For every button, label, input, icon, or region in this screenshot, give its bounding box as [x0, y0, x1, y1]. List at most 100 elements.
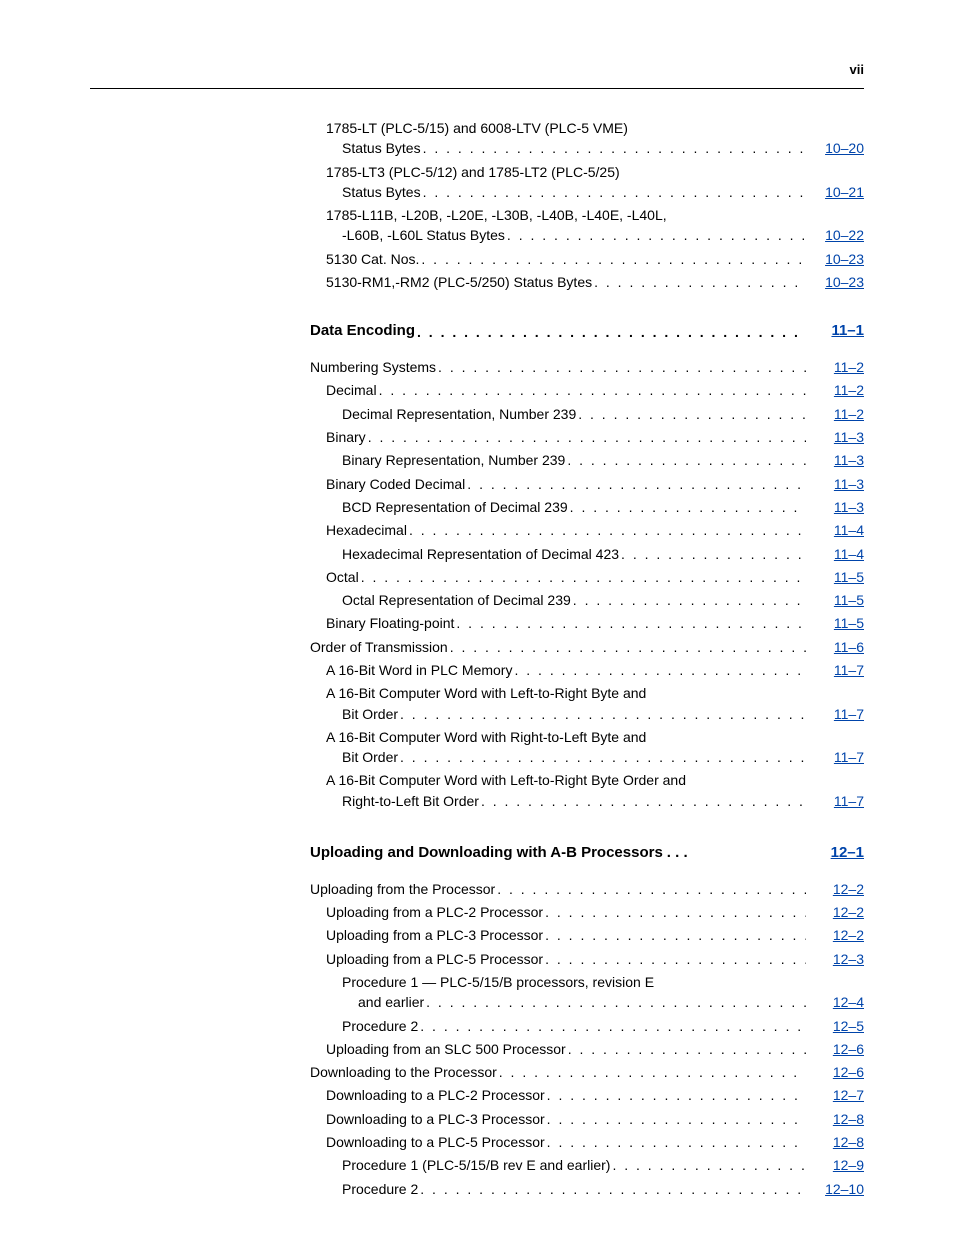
- toc-page-link[interactable]: 11–3: [808, 497, 864, 517]
- toc-page-link[interactable]: 12–3: [808, 949, 864, 969]
- toc-page-link[interactable]: 12–1: [808, 842, 864, 864]
- toc-multiline-row: A 16-Bit Computer Word with Left-to-Righ…: [310, 683, 864, 727]
- toc-entry-text: Decimal: [326, 380, 377, 400]
- toc-page-link[interactable]: 11–1: [808, 320, 864, 342]
- toc-row: 5130 Cat. Nos.. . . . . . . . . . . . . …: [310, 249, 864, 269]
- toc-leader-dots: . . . . . . . . . . . . . . . . . . . . …: [423, 138, 806, 158]
- toc-entry-text: Bit Order: [326, 747, 398, 767]
- toc-leader-dots: . . . . . . . . . . . . . . . . . . . . …: [456, 613, 806, 633]
- toc-entry-text: Octal Representation of Decimal 239: [342, 590, 571, 610]
- toc-row: Uploading from a PLC-3 Processor . . . .…: [310, 925, 864, 945]
- toc-page-link[interactable]: 11–7: [808, 791, 864, 811]
- toc-row: Bit Order . . . . . . . . . . . . . . . …: [326, 704, 864, 724]
- toc-leader-dots: . . . . . . . . . . . . . . . . . . . . …: [568, 1039, 806, 1059]
- toc-page-link[interactable]: 11–5: [808, 613, 864, 633]
- toc-row: Status Bytes . . . . . . . . . . . . . .…: [326, 138, 864, 158]
- toc-row: A 16-Bit Word in PLC Memory. . . . . . .…: [310, 660, 864, 680]
- toc-page-link[interactable]: 11–7: [808, 747, 864, 767]
- toc-leader-dots: . . . . . . . . . . . . . . . . . . . . …: [621, 544, 806, 564]
- toc-row: Binary. . . . . . . . . . . . . . . . . …: [310, 427, 864, 447]
- toc-row: Downloading to a PLC-5 Processor . . . .…: [310, 1132, 864, 1152]
- toc-page-link[interactable]: 10–23: [808, 272, 864, 292]
- toc-page-link[interactable]: 12–6: [808, 1039, 864, 1059]
- toc-page-link[interactable]: 12–7: [808, 1085, 864, 1105]
- toc-multiline-row: 1785-LT3 (PLC-5/12) and 1785-LT2 (PLC-5/…: [310, 162, 864, 206]
- toc-row: Hexadecimal Representation of Decimal 42…: [310, 544, 864, 564]
- toc-entry-text: Procedure 1 (PLC-5/15/B rev E and earlie…: [342, 1155, 610, 1175]
- toc-leader-dots: . . . . . . . . . . . . . . . . . . . . …: [481, 791, 806, 811]
- toc-entry-text: Order of Transmission: [310, 637, 448, 657]
- toc-page-link[interactable]: 11–7: [808, 660, 864, 680]
- toc-page-link[interactable]: 11–2: [808, 357, 864, 377]
- toc-row: Binary Representation, Number 239 . . . …: [310, 450, 864, 470]
- toc-entry-text: Uploading from a PLC-5 Processor: [326, 949, 543, 969]
- toc-entry-text: Downloading to the Processor: [310, 1062, 497, 1082]
- toc-page-link[interactable]: 12–8: [808, 1109, 864, 1129]
- toc-page-link[interactable]: 10–20: [808, 138, 864, 158]
- toc-page-link[interactable]: 11–2: [808, 380, 864, 400]
- toc-page-link[interactable]: 10–23: [808, 249, 864, 269]
- toc-row: Right-to-Left Bit Order . . . . . . . . …: [326, 791, 864, 811]
- toc-leader-dots: . . . . . . . . . . . . . . . . . . . . …: [547, 1085, 806, 1105]
- toc-container: 1785-LT (PLC-5/15) and 6008-LTV (PLC-5 V…: [310, 118, 864, 1202]
- toc-row: Procedure 2. . . . . . . . . . . . . . .…: [310, 1179, 864, 1199]
- toc-entry-text: Status Bytes: [326, 138, 421, 158]
- toc-page-link[interactable]: 11–6: [808, 637, 864, 657]
- toc-page-link[interactable]: 12–2: [808, 902, 864, 922]
- toc-page-link[interactable]: 12–4: [808, 992, 864, 1012]
- toc-page-link[interactable]: 11–4: [808, 544, 864, 564]
- toc-page-link[interactable]: 12–2: [808, 879, 864, 899]
- toc-page-link[interactable]: 11–3: [808, 450, 864, 470]
- toc-leader-dots: . . . . . . . . . . . . . . . . . . . . …: [594, 272, 806, 292]
- toc-page-link[interactable]: 11–4: [808, 520, 864, 540]
- toc-leader-dots: . . . . . . . . . . . . . . . . . . . . …: [368, 427, 806, 447]
- toc-entry-text: A 16-Bit Computer Word with Left-to-Righ…: [326, 683, 864, 703]
- toc-page-link[interactable]: 11–5: [808, 590, 864, 610]
- toc-multiline-row: 1785-L11B, -L20B, -L20E, -L30B, -L40B, -…: [310, 205, 864, 249]
- toc-page-link[interactable]: 11–2: [808, 404, 864, 424]
- toc-page-link[interactable]: 12–2: [808, 925, 864, 945]
- toc-row: Uploading from a PLC-2 Processor . . . .…: [310, 902, 864, 922]
- toc-leader-dots: . . . . . . . . . . . . . . . . . . . . …: [409, 520, 806, 540]
- toc-page-link[interactable]: 11–3: [808, 474, 864, 494]
- toc-leader-dots: . . . . . . . . . . . . . . . . . . . . …: [578, 404, 806, 424]
- toc-page-link[interactable]: 12–8: [808, 1132, 864, 1152]
- toc-page-link[interactable]: 12–10: [808, 1179, 864, 1199]
- toc-entry-text: Bit Order: [326, 704, 398, 724]
- toc-entry-text: A 16-Bit Computer Word with Right-to-Lef…: [326, 727, 864, 747]
- toc-leader-dots: . . . . . . . . . . . . . . . . . . . . …: [545, 949, 806, 969]
- toc-entry-text: Uploading from the Processor: [310, 879, 495, 899]
- toc-entry-text: A 16-Bit Word in PLC Memory: [326, 660, 512, 680]
- toc-row: Decimal Representation, Number 239 . . .…: [310, 404, 864, 424]
- toc-page-link[interactable]: 12–6: [808, 1062, 864, 1082]
- toc-row: BCD Representation of Decimal 239 . . . …: [310, 497, 864, 517]
- toc-leader-dots: . . . . . . . . . . . . . . . . . . . . …: [573, 590, 806, 610]
- toc-leader-dots: . . . . . . . . . . . . . . . . . . . . …: [567, 450, 806, 470]
- toc-page-link[interactable]: 11–5: [808, 567, 864, 587]
- toc-page-link[interactable]: 10–21: [808, 182, 864, 202]
- toc-entry-text: Uploading from a PLC-3 Processor: [326, 925, 543, 945]
- toc-page-link[interactable]: 12–5: [808, 1016, 864, 1036]
- toc-page-link[interactable]: 10–22: [808, 225, 864, 245]
- toc-entry-text: Hexadecimal Representation of Decimal 42…: [342, 544, 619, 564]
- toc-row: Octal. . . . . . . . . . . . . . . . . .…: [310, 567, 864, 587]
- toc-entry-text: Decimal Representation, Number 239: [342, 404, 576, 424]
- toc-leader-dots: . . . . . . . . . . . . . . . . . . . . …: [400, 704, 806, 724]
- toc-entry-text: Binary: [326, 427, 366, 447]
- toc-row: Numbering Systems . . . . . . . . . . . …: [310, 357, 864, 377]
- toc-row: Downloading to a PLC-2 Processor . . . .…: [310, 1085, 864, 1105]
- toc-entry-text: Uploading from an SLC 500 Processor: [326, 1039, 566, 1059]
- toc-row: Order of Transmission . . . . . . . . . …: [310, 637, 864, 657]
- toc-section-row: Uploading and Downloading with A-B Proce…: [310, 842, 864, 864]
- toc-leader-dots: . . . . . . . . . . . . . . . . . . . . …: [467, 474, 806, 494]
- toc-row: -L60B, -L60L Status Bytes . . . . . . . …: [326, 225, 864, 245]
- toc-page-link[interactable]: 12–9: [808, 1155, 864, 1175]
- toc-row: Uploading from the Processor. . . . . . …: [310, 879, 864, 899]
- toc-entry-text: Binary Coded Decimal: [326, 474, 465, 494]
- toc-row: Decimal. . . . . . . . . . . . . . . . .…: [310, 380, 864, 400]
- toc-page-link[interactable]: 11–3: [808, 427, 864, 447]
- toc-leader-dots: . . . . . . . . . . . . . . . . . . . . …: [499, 1062, 806, 1082]
- toc-row: Binary Floating-point . . . . . . . . . …: [310, 613, 864, 633]
- toc-page-link[interactable]: 11–7: [808, 704, 864, 724]
- toc-leader-dots: . . . . . . . . . . . . . . . . . . . . …: [545, 925, 806, 945]
